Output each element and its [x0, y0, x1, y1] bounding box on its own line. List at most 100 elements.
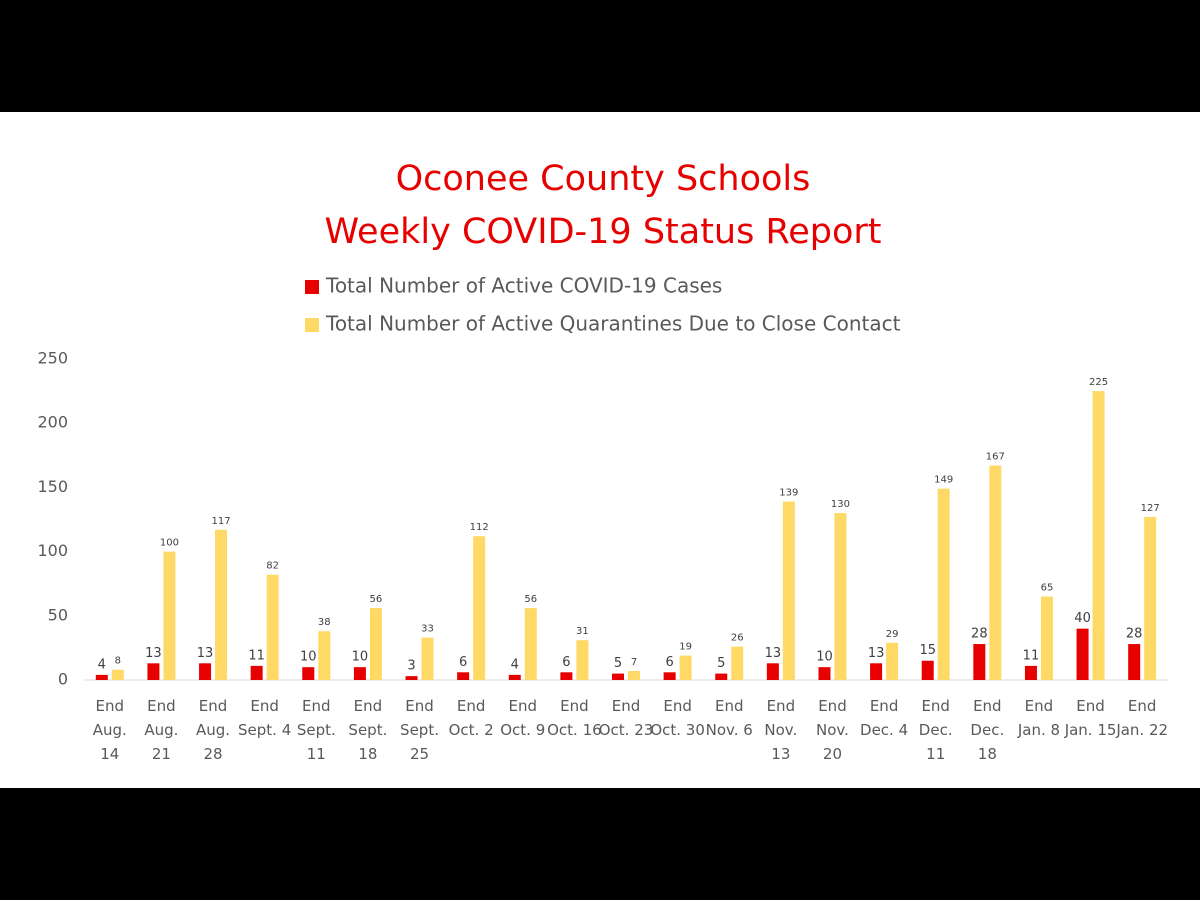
bar: [457, 672, 470, 680]
bar: [612, 673, 624, 680]
data-label: 149: [934, 475, 953, 486]
bar: [628, 671, 640, 680]
bar: [818, 667, 831, 680]
data-label: 33: [421, 624, 434, 635]
bar: [95, 674, 108, 680]
x-tick-label: End Aug. 21: [144, 697, 179, 763]
bar: [937, 488, 950, 680]
chart-title: Weekly COVID-19 Status Report: [324, 212, 881, 252]
data-label: 40: [1074, 611, 1091, 626]
data-label: 56: [524, 594, 537, 605]
bar: [199, 663, 212, 680]
data-label: 8: [115, 656, 121, 667]
x-tick-label: End Nov. 20: [816, 697, 849, 763]
bar: [353, 667, 366, 680]
data-label: 5: [614, 656, 622, 671]
data-label: 11: [1023, 648, 1040, 663]
bar: [576, 640, 589, 680]
x-tick-label: End Aug. 14: [92, 697, 127, 763]
bar: [147, 663, 160, 680]
y-tick-label: 250: [37, 349, 68, 368]
x-tick-label: End Nov. 6: [705, 697, 753, 739]
chart-title: Oconee County Schools: [396, 159, 811, 199]
x-tick-label: End Dec. 4: [860, 697, 909, 739]
data-label: 28: [1126, 627, 1143, 642]
x-tick-label: End Jan. 8: [1017, 697, 1061, 739]
bar: [1040, 596, 1053, 680]
data-label: 6: [562, 655, 570, 670]
bar: [679, 655, 692, 680]
bar: [508, 674, 521, 680]
bar: [215, 529, 228, 680]
y-tick-label: 50: [48, 605, 68, 624]
x-tick-label: End Nov. 13: [764, 697, 798, 763]
legend-swatch: [305, 280, 319, 294]
bar: [921, 660, 934, 680]
bar: [989, 465, 1002, 680]
x-tick-label: End Sept. 25: [400, 697, 439, 763]
data-label: 10: [352, 650, 369, 665]
bar: [834, 513, 847, 680]
data-label: 127: [1141, 503, 1160, 514]
bar: [318, 631, 331, 680]
bar: [715, 673, 728, 680]
x-tick-label: End Dec. 18: [970, 697, 1005, 763]
x-tick-label: End Aug. 28: [196, 697, 231, 763]
data-label: 11: [248, 648, 265, 663]
bar: [250, 665, 263, 680]
y-tick-label: 200: [37, 413, 68, 432]
bar: [560, 672, 573, 680]
bar: [1076, 628, 1089, 680]
y-tick-label: 150: [37, 477, 68, 496]
legend-label: Total Number of Active Quarantines Due t…: [325, 312, 901, 336]
data-label: 13: [868, 646, 885, 661]
data-label: 100: [160, 538, 179, 549]
bar: [1144, 516, 1157, 680]
bar: [886, 642, 899, 680]
x-tick-label: End Sept. 4: [238, 697, 292, 739]
data-label: 19: [679, 642, 692, 653]
data-label: 130: [831, 499, 850, 510]
data-label: 4: [511, 657, 519, 672]
bar: [111, 669, 124, 680]
x-tick-label: End Oct. 30: [650, 697, 705, 739]
y-tick-label: 100: [37, 541, 68, 560]
data-label: 13: [197, 646, 214, 661]
bar: [870, 663, 883, 680]
data-label: 38: [318, 617, 331, 628]
data-label: 28: [971, 627, 988, 642]
bar: [473, 536, 486, 680]
data-label: 6: [665, 655, 673, 670]
data-label: 82: [266, 561, 279, 572]
data-label: 167: [986, 452, 1005, 463]
bar: [421, 637, 434, 680]
data-label: 117: [212, 516, 231, 527]
data-label: 225: [1089, 377, 1108, 388]
data-label: 6: [459, 655, 467, 670]
data-label: 31: [576, 626, 589, 637]
x-tick-label: End Oct. 9: [500, 697, 546, 739]
x-tick-label: End Oct. 16: [547, 697, 602, 739]
bar: [1128, 644, 1141, 680]
data-label: 13: [145, 646, 162, 661]
x-tick-label: End Dec. 11: [918, 697, 953, 763]
x-tick-label: End Oct. 2: [448, 697, 494, 739]
bar: [163, 551, 176, 680]
data-label: 10: [816, 650, 833, 665]
bar: [731, 646, 744, 680]
bar: [973, 644, 986, 680]
data-label: 112: [470, 522, 489, 533]
data-label: 4: [98, 657, 106, 672]
bar: [663, 672, 676, 680]
y-tick-label: 0: [58, 670, 68, 689]
bar: [782, 501, 795, 680]
data-label: 29: [886, 629, 899, 640]
x-tick-label: End Jan. 22: [1116, 697, 1169, 739]
bar: [405, 676, 418, 680]
legend-label: Total Number of Active COVID-19 Cases: [325, 274, 722, 298]
data-label: 15: [919, 643, 936, 658]
bar: [1092, 391, 1105, 680]
bar: [524, 608, 537, 680]
